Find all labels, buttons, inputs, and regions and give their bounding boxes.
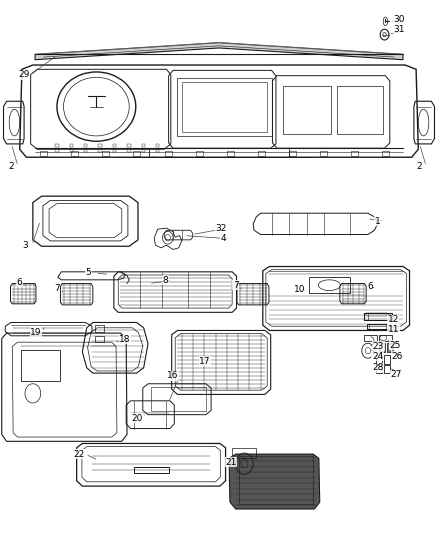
Bar xyxy=(196,151,203,156)
Bar xyxy=(376,365,382,373)
Text: 4: 4 xyxy=(221,235,226,243)
Bar xyxy=(141,144,145,147)
Bar xyxy=(239,456,313,504)
Bar xyxy=(177,78,272,136)
Bar xyxy=(156,144,159,147)
Text: 28: 28 xyxy=(372,364,383,372)
Text: 8: 8 xyxy=(162,276,169,285)
Bar xyxy=(134,467,169,473)
Bar xyxy=(379,343,385,352)
Bar xyxy=(366,313,387,316)
Bar xyxy=(84,144,88,147)
Bar xyxy=(380,344,384,351)
Bar xyxy=(388,344,392,351)
Bar xyxy=(387,343,393,352)
Text: 10: 10 xyxy=(294,286,305,294)
Bar xyxy=(95,325,104,332)
Bar xyxy=(151,387,206,411)
Bar xyxy=(376,355,382,364)
Bar xyxy=(156,149,159,152)
Text: 21: 21 xyxy=(226,458,237,466)
Bar xyxy=(84,149,88,152)
Bar xyxy=(351,151,358,156)
Text: 31: 31 xyxy=(394,26,405,34)
Bar xyxy=(367,324,390,329)
Text: 22: 22 xyxy=(73,450,85,458)
Text: 1: 1 xyxy=(374,217,381,225)
Bar xyxy=(40,151,47,156)
Bar xyxy=(141,149,145,152)
Text: 24: 24 xyxy=(372,352,383,360)
Text: 7: 7 xyxy=(233,281,239,289)
Text: 12: 12 xyxy=(388,316,399,324)
Bar xyxy=(70,144,73,147)
Text: 20: 20 xyxy=(131,414,142,423)
Bar xyxy=(70,149,73,152)
Bar xyxy=(134,151,141,156)
Text: 29: 29 xyxy=(18,70,30,79)
Polygon shape xyxy=(229,454,320,509)
Bar xyxy=(21,350,60,381)
Bar xyxy=(55,149,59,152)
Bar xyxy=(127,144,131,147)
Bar xyxy=(55,144,59,147)
Text: 6: 6 xyxy=(367,282,373,291)
Text: 25: 25 xyxy=(389,341,401,350)
Text: 6: 6 xyxy=(17,278,23,287)
Text: 23: 23 xyxy=(373,342,384,351)
Bar xyxy=(364,313,392,320)
Text: 5: 5 xyxy=(85,269,92,277)
Bar xyxy=(71,151,78,156)
Text: 19: 19 xyxy=(30,328,42,336)
Bar xyxy=(99,149,102,152)
Bar xyxy=(379,335,392,341)
Bar xyxy=(283,86,331,134)
Bar xyxy=(113,149,116,152)
Text: 2: 2 xyxy=(417,162,422,171)
Text: 26: 26 xyxy=(391,352,403,360)
Bar xyxy=(102,151,110,156)
Text: 18: 18 xyxy=(119,335,131,344)
Bar xyxy=(232,448,256,458)
Bar xyxy=(364,335,377,341)
Bar xyxy=(337,86,383,134)
Text: 30: 30 xyxy=(394,15,405,24)
Text: 17: 17 xyxy=(199,357,211,366)
Bar xyxy=(382,151,389,156)
Bar xyxy=(127,149,131,152)
Text: 3: 3 xyxy=(22,241,28,249)
Text: 32: 32 xyxy=(215,224,227,232)
Bar xyxy=(113,144,116,147)
Bar xyxy=(309,277,350,293)
Text: 27: 27 xyxy=(391,370,402,379)
Bar xyxy=(226,151,233,156)
Bar xyxy=(258,151,265,156)
Bar xyxy=(95,336,104,342)
Bar xyxy=(320,151,327,156)
Bar xyxy=(289,151,296,156)
Text: 11: 11 xyxy=(388,325,399,334)
Text: 2: 2 xyxy=(9,162,14,171)
Bar xyxy=(182,82,267,132)
Bar xyxy=(384,355,390,364)
Bar xyxy=(384,365,390,373)
Text: 16: 16 xyxy=(167,372,179,380)
Text: 7: 7 xyxy=(54,285,60,293)
Bar xyxy=(99,144,102,147)
Bar xyxy=(165,151,172,156)
Polygon shape xyxy=(35,43,403,60)
